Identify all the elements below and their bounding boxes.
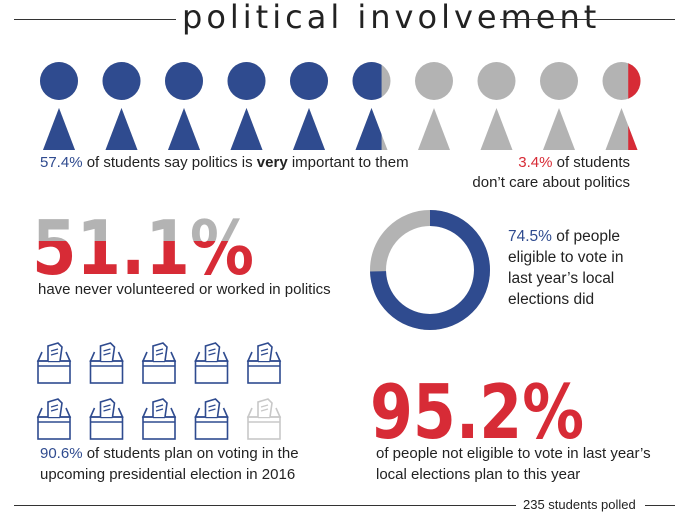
ballot-box-icon (194, 342, 229, 384)
page-title: political involvement (182, 0, 601, 36)
ballot-boxes-chart (36, 342, 282, 440)
footer-rule-right (645, 505, 675, 506)
person-head (477, 62, 516, 100)
not-eligible-big-number: 95.2% 95.2% (370, 368, 584, 446)
person-head (290, 62, 328, 100)
donut-caption: 74.5% of people eligible to vote in last… (508, 226, 623, 310)
person-icon (290, 62, 328, 150)
ballot-pct: 90.6% (40, 445, 83, 462)
title-bar: political involvement (0, 0, 689, 40)
person-body (168, 108, 200, 150)
eligible-voted-donut (370, 210, 490, 330)
person-fill (165, 62, 203, 150)
people-figures-chart (40, 62, 641, 150)
ballot-line1: of students plan on voting in the (82, 445, 299, 462)
person-fill (290, 62, 328, 150)
person-icon (102, 62, 141, 150)
person-body (43, 108, 75, 150)
people-stat-caption: 57.4% of students say politics is very i… (40, 153, 409, 173)
ballot-box-icon (246, 398, 282, 440)
not-eligible-line1: of people not eligible to vote in last y… (376, 445, 651, 462)
ballot-box-icon (36, 342, 72, 384)
person-icon (602, 62, 641, 150)
volunteer-big-top: 51.1% (32, 204, 254, 284)
people-stat-text-before: of students say politics is (82, 154, 257, 171)
person-head (352, 62, 382, 100)
people-stat-emphasis: very (256, 154, 288, 171)
person-head (165, 62, 203, 100)
person-head (227, 62, 266, 100)
person-head (102, 62, 141, 100)
person-icon (540, 62, 578, 150)
title-rule-left (14, 19, 176, 20)
donut-line3: last year’s local (508, 270, 615, 287)
person-fill (352, 62, 382, 150)
person-icon (477, 62, 516, 150)
ballot-line2: upcoming presidential election in 2016 (40, 466, 296, 483)
person-body (230, 108, 263, 150)
ballot-box-icon (36, 398, 72, 440)
person-fill (102, 62, 141, 150)
volunteer-big-number: 51.1% 51.1% (32, 204, 254, 284)
person-icon (40, 62, 78, 150)
people-stat-pct: 57.4% (40, 154, 83, 171)
person-body (293, 108, 325, 150)
person-head (40, 62, 78, 100)
person-icon (227, 62, 266, 150)
ballot-box-icon (194, 398, 229, 440)
person-body (418, 108, 450, 150)
dont-care-line1: of students (552, 154, 630, 171)
donut-line1: of people (551, 228, 621, 245)
person-body (480, 108, 513, 150)
footer-note: 235 students polled (523, 497, 636, 512)
volunteer-caption: have never volunteered or worked in poli… (38, 281, 331, 298)
person-icon (415, 62, 453, 150)
footer-rule-left (14, 505, 516, 506)
person-body (355, 108, 382, 150)
title-rule-right (500, 19, 675, 20)
person-body (543, 108, 575, 150)
person-head (540, 62, 578, 100)
ballot-box-icon (89, 398, 124, 440)
not-eligible-caption: of people not eligible to vote in last y… (376, 443, 651, 485)
ballot-box-icon (141, 398, 177, 440)
person-body (105, 108, 138, 150)
ballot-box-icon (141, 342, 177, 384)
person-fill (227, 62, 266, 150)
ballot-box-icon (246, 342, 282, 384)
donut-voted-arc (370, 210, 490, 330)
dont-care-caption: 3.4% of students don’t care about politi… (470, 153, 630, 193)
ballot-caption: 90.6% of students plan on voting in the … (40, 443, 299, 485)
not-eligible-line2: local elections plan to this year (376, 466, 581, 483)
not-eligible-big-bottom: 95.2% (370, 368, 584, 446)
donut-pct: 74.5% (508, 228, 552, 245)
volunteer-big-bottom: 51.1% (32, 204, 254, 284)
person-icon (352, 62, 391, 150)
ballot-box-icon (89, 342, 124, 384)
dont-care-line2: don’t care about politics (472, 174, 630, 191)
people-stat-text-after: important to them (287, 154, 409, 171)
dont-care-pct: 3.4% (518, 154, 553, 171)
person-fill (40, 62, 78, 150)
person-head (415, 62, 453, 100)
donut-line2: eligible to vote in (508, 249, 624, 266)
person-head (628, 63, 641, 99)
not-eligible-big-top: 95.2% (370, 368, 584, 446)
person-icon (165, 62, 203, 150)
donut-line4: elections did (508, 291, 595, 308)
